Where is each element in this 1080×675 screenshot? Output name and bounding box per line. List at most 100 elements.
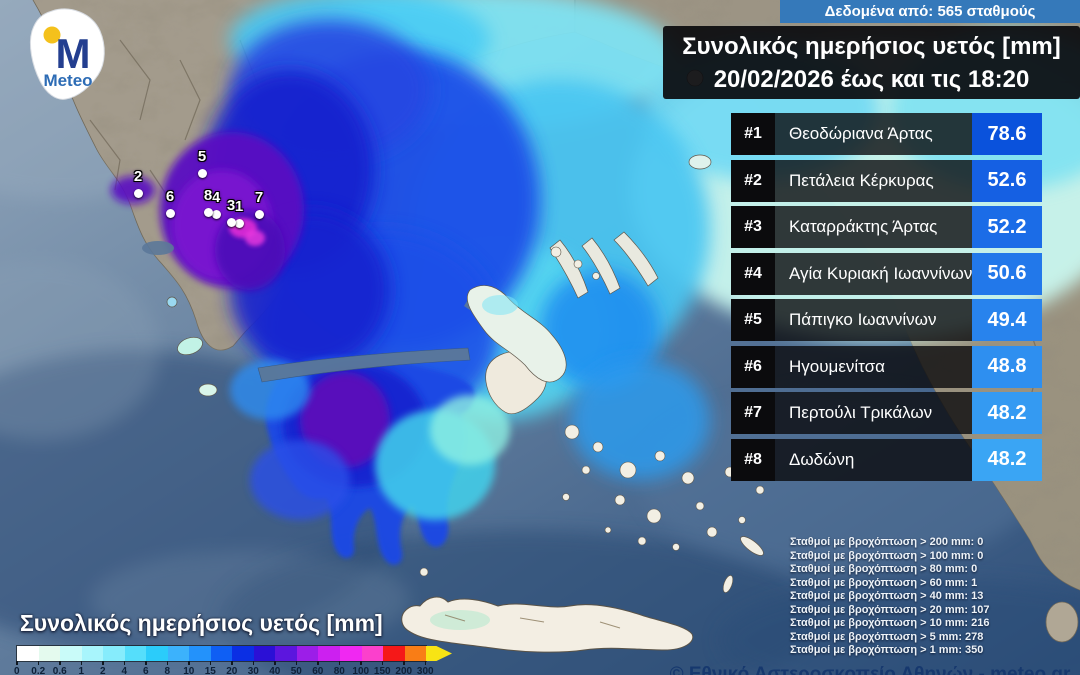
table-row: #7 Περτούλι Τρικάλων 48.2 [731,392,1042,434]
legend-tick: 15 [200,661,222,675]
station-count-stats: Σταθμοί με βροχόπτωση > 200 mm: 0 Σταθμοί… [790,536,990,658]
table-row: #4 Αγία Κυριακή Ιωαννίνων 50.6 [731,252,1042,295]
tick-label: 8 [164,666,171,675]
tick-mark [80,661,82,665]
top-stations-table: #1 Θεοδώριανα Άρτας 78.6 #2 Πετάλεια Κέρ… [731,113,1042,481]
tick-mark [209,661,211,665]
logo-letter: M [56,30,91,77]
legend-color-segment [210,646,233,661]
tick-mark [188,661,190,665]
tick-mark [317,661,319,665]
tick-mark [59,661,61,665]
tick-label: 30 [247,666,259,675]
precipitation-value-cell: 49.4 [972,299,1042,341]
station-rank-number: 6 [165,188,175,205]
precipitation-value-cell: 48.2 [972,438,1042,481]
tick-mark [123,661,125,665]
legend-color-segment [361,646,384,661]
tick-label: 6 [142,666,149,675]
legend-tick: 80 [329,661,351,675]
rank-cell: #5 [731,299,775,341]
tick-mark [166,661,168,665]
islands [166,69,765,653]
legend-tick: 1 [71,661,93,675]
rank-cell: #8 [731,438,775,481]
table-row: #1 Θεοδώριανα Άρτας 78.6 [731,113,1042,155]
legend-tick: 150 [372,661,394,675]
stat-line: Σταθμοί με βροχόπτωση > 40 mm: 13 [790,590,984,602]
station-rank-number: 7 [254,189,264,206]
station-rank-number: 5 [197,148,207,165]
precipitation-value-cell: 48.2 [972,392,1042,434]
legend-tick: 6 [135,661,157,675]
table-row: #5 Πάπιγκο Ιωαννίνων 49.4 [731,299,1042,341]
station-name-cell: Πάπιγκο Ιωαννίνων [775,299,972,341]
tick-label: 20 [226,666,238,675]
tick-mark [252,661,254,665]
stat-line: Σταθμοί με βροχόπτωση > 5 mm: 278 [790,630,984,643]
logo-sun-dot-icon [43,26,61,44]
station-rank-number: 4 [211,189,221,206]
tick-label: 0.6 [52,666,67,675]
meteo-logo-graphic: M Meteo [29,8,105,100]
legend-color-segment [404,646,427,661]
meteo-logo: M Meteo [16,4,116,112]
tick-label: 15 [204,666,216,675]
tick-label: 1 [78,666,85,675]
legend-color-segment [383,646,405,661]
station-rank-number: 1 [234,198,244,215]
tick-mark [102,661,104,665]
legend-color-segment [81,646,104,661]
legend-color-segment [38,646,61,661]
tick-label: 60 [312,666,324,675]
table-row: #6 Ηγουμενίτσα 48.8 [731,345,1042,388]
precipitation-value-cell: 52.2 [972,206,1042,248]
map-title-box: Συνολικός ημερήσιος υετός [mm] 20/02/202… [663,26,1080,99]
station-dot-icon [254,209,264,219]
precipitation-value-cell: 78.6 [972,113,1042,155]
tick-label: 100 [352,666,370,675]
tick-label: 150 [373,666,391,675]
tick-mark [16,661,18,665]
station-dot-icon [165,208,175,218]
color-legend: Συνολικός ημερήσιος υετός [mm] 0 0.2 0.6… [0,608,480,675]
stat-line: Σταθμοί με βροχόπτωση > 100 mm: 0 [790,549,984,562]
rank-cell: #4 [731,252,775,295]
legend-tick: 200 [393,661,415,675]
map-title-line1: Συνολικός ημερήσιος υετός [mm] [682,32,1061,60]
stat-line: Σταθμοί με βροχόπτωση > 10 mm: 216 [790,617,990,629]
tick-label: 40 [269,666,281,675]
station-rank-number: 3 [226,197,236,214]
legend-color-segment [318,646,340,661]
tick-mark [338,661,340,665]
station-name-cell: Αγία Κυριακή Ιωαννίνων [775,252,972,295]
tick-mark [381,661,383,665]
legend-color-segment [339,646,362,661]
station-name-cell: Δωδώνη [775,438,972,481]
rank-cell: #1 [731,113,775,155]
station-dot-icon [197,168,207,178]
tick-mark [274,661,276,665]
station-dot-icon [133,188,143,198]
station-name-cell: Θεοδώριανα Άρτας [775,113,972,155]
legend-tick: 100 [350,661,372,675]
legend-tick: 300 [415,661,437,675]
legend-color-segment [124,646,147,661]
tick-label: 80 [333,666,345,675]
table-row: #3 Καταρράκτης Άρτας 52.2 [731,206,1042,248]
stat-line: Σταθμοί με βροχόπτωση > 80 mm: 0 [790,563,978,575]
legend-tick: 0.6 [49,661,71,675]
legend-color-segment [189,646,211,661]
tick-label: 0.2 [31,666,46,675]
station-rank-number: 2 [133,168,143,185]
legend-color-segment [60,646,82,661]
station-dot-icon [234,218,244,228]
precipitation-value-cell: 52.6 [972,159,1042,202]
rank-cell: #7 [731,392,775,434]
tick-mark [295,661,297,665]
legend-tick: 0.2 [28,661,50,675]
legend-color-segment [232,646,254,661]
legend-color-segment [146,646,168,661]
tick-label: 50 [290,666,302,675]
